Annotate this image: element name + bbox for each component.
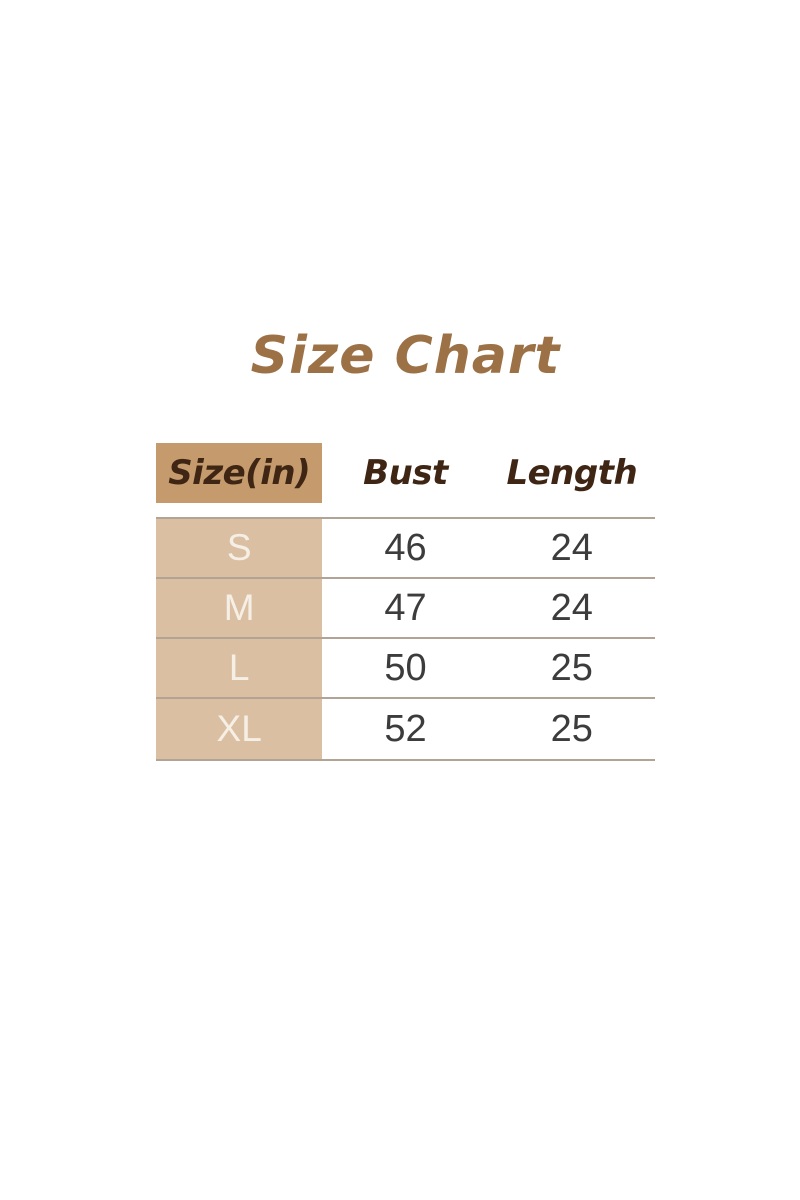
- column-header-bust: Bust: [363, 453, 448, 493]
- bust-value: 50: [322, 639, 489, 697]
- size-label: L: [156, 639, 323, 697]
- table-row-m: M 47 24: [156, 579, 655, 639]
- size-label: M: [156, 579, 323, 637]
- bust-value: 52: [322, 699, 489, 759]
- table-row-xl: XL 52 25: [156, 699, 655, 759]
- column-header-length: Length: [506, 453, 638, 493]
- table-row-l: L 50 25: [156, 639, 655, 699]
- table-row-s: S 46 24: [156, 519, 655, 579]
- bust-value: 47: [322, 579, 489, 637]
- size-label: XL: [156, 699, 323, 759]
- size-label: S: [156, 519, 323, 577]
- size-chart-table: Size(in) Bust Length S 46 24 M 47 24 L 5…: [156, 443, 655, 761]
- length-value: 25: [488, 699, 655, 759]
- page-title: Size Chart: [250, 326, 561, 386]
- length-value: 24: [488, 579, 655, 637]
- table-body: S 46 24 M 47 24 L 50 25 XL 52 25: [156, 517, 655, 761]
- length-value: 25: [488, 639, 655, 697]
- column-header-size: Size(in): [156, 443, 323, 503]
- length-value: 24: [488, 519, 655, 577]
- table-header-row: Size(in) Bust Length: [156, 443, 655, 503]
- bust-value: 46: [322, 519, 489, 577]
